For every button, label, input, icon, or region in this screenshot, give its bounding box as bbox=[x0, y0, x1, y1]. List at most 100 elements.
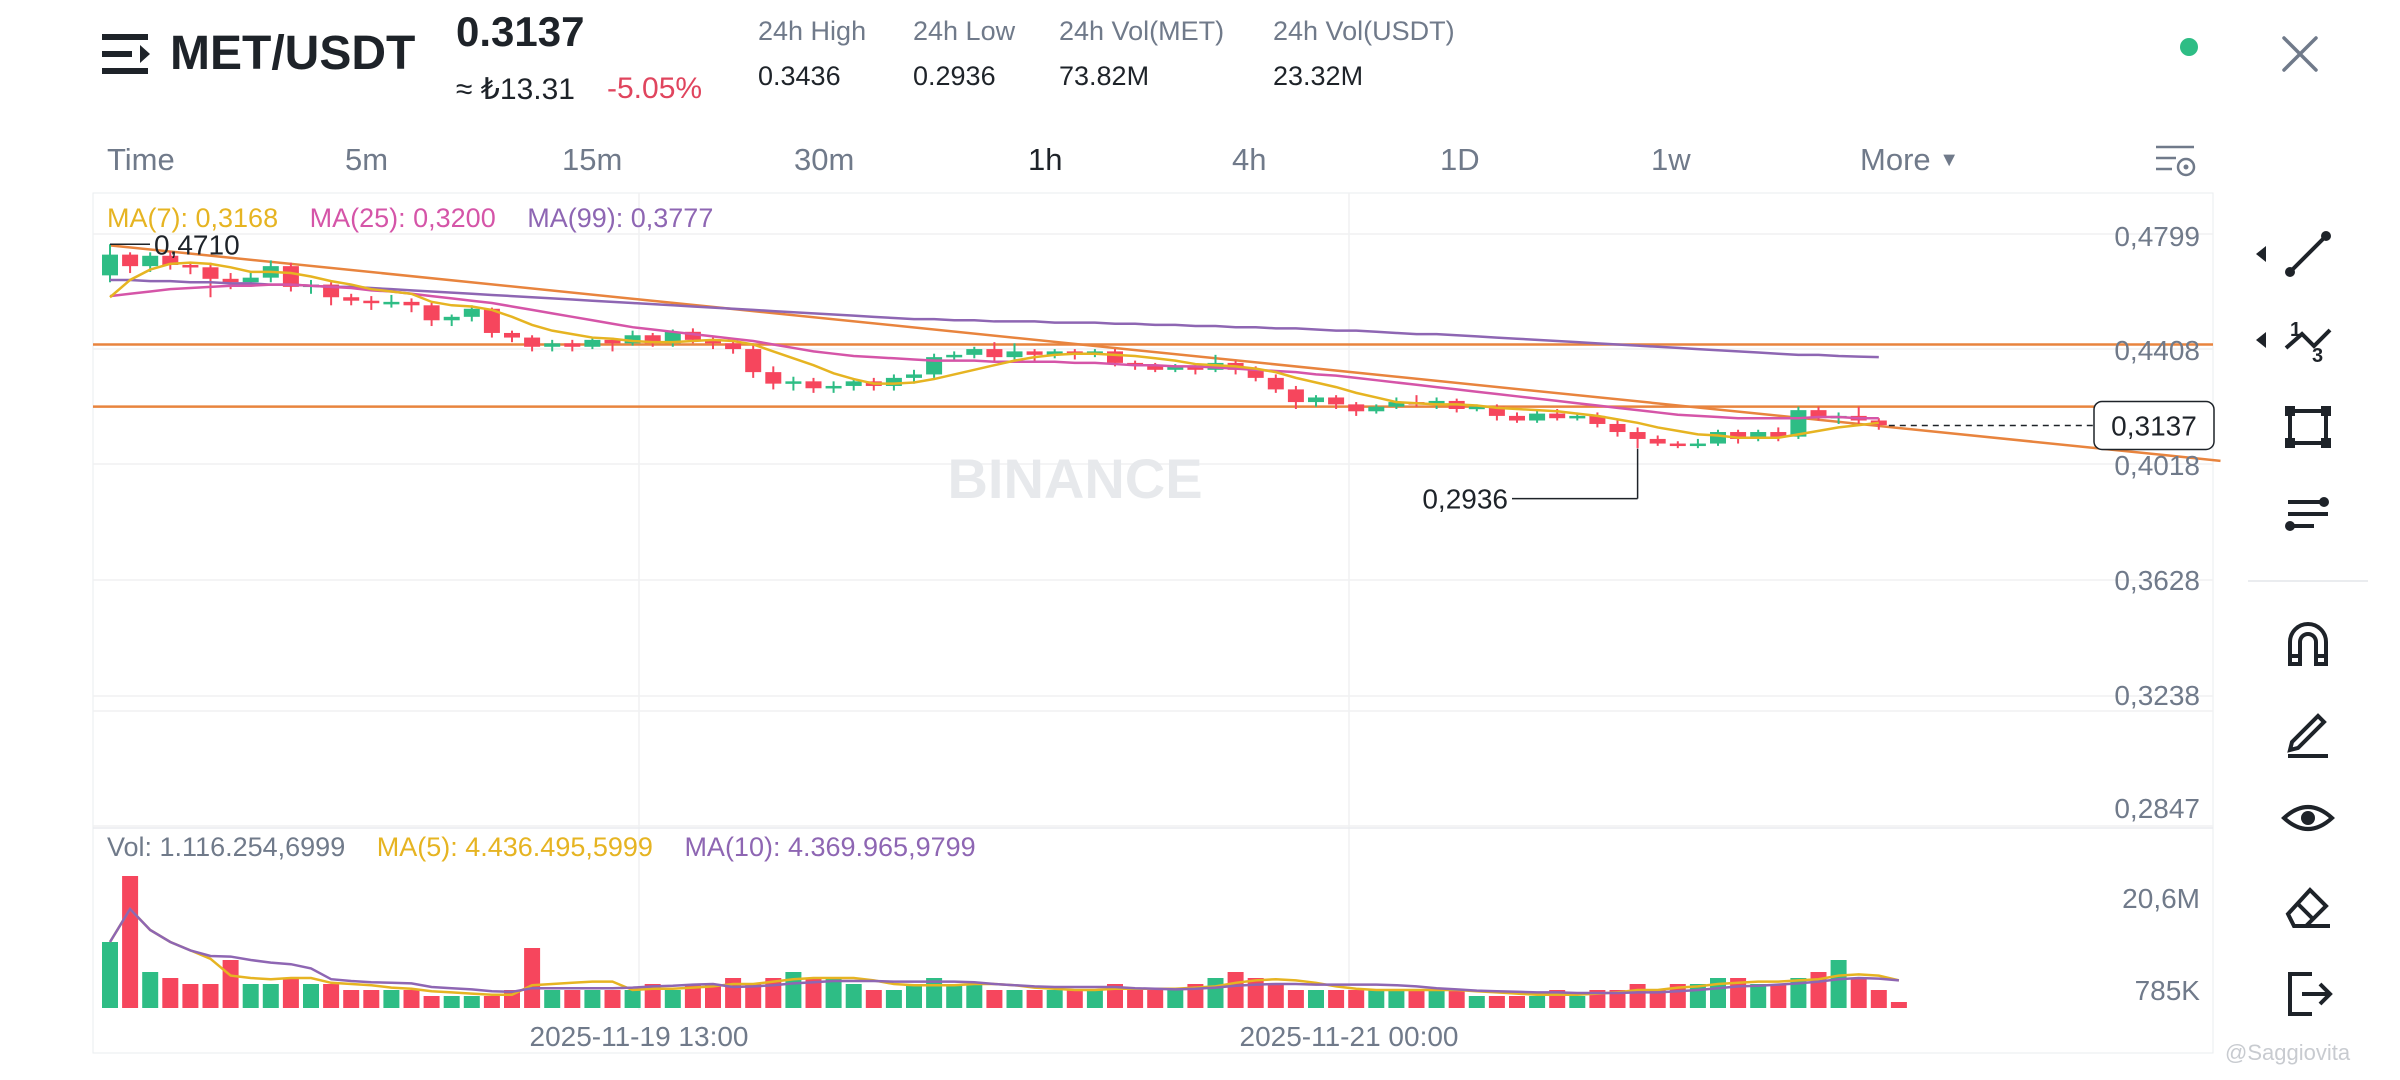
expand-arrow-icon[interactable] bbox=[2254, 330, 2268, 350]
candle-body bbox=[423, 305, 440, 321]
volume-bar bbox=[1267, 984, 1284, 1008]
exit-icon bbox=[2288, 972, 2333, 1016]
tab-time[interactable]: Time bbox=[107, 142, 175, 177]
stat-label: 24h Low bbox=[913, 16, 1016, 46]
volume-bar bbox=[906, 984, 922, 1008]
candle-body bbox=[1107, 351, 1123, 363]
volume-bar bbox=[705, 984, 721, 1008]
volume-bar bbox=[1127, 990, 1144, 1008]
volume-bar bbox=[1830, 960, 1847, 1008]
volume-axis-label: 20,6M bbox=[2122, 883, 2200, 914]
tab-1d[interactable]: 1D bbox=[1440, 142, 1480, 177]
volume-bar bbox=[1509, 996, 1525, 1008]
vol-ma5-legend: MA(5): 4.436.495,5999 bbox=[376, 832, 653, 862]
candle-body bbox=[463, 308, 480, 317]
volume-bar bbox=[323, 984, 340, 1008]
exit-drawing-tool[interactable] bbox=[2276, 962, 2340, 1026]
candle-body bbox=[1328, 397, 1345, 405]
volume-bar bbox=[986, 990, 1003, 1008]
fibonacci-tool[interactable]: 1 3 bbox=[2276, 308, 2340, 372]
current-price-label: 0,3137 bbox=[2111, 410, 2197, 441]
high-marker-label: 0,4710 bbox=[154, 229, 240, 260]
volume-bar bbox=[785, 972, 802, 1008]
volume-bar bbox=[805, 978, 822, 1008]
candle-body bbox=[222, 278, 239, 283]
volume-bar bbox=[1026, 990, 1043, 1008]
candle-body bbox=[1569, 415, 1586, 419]
indicator-tool[interactable] bbox=[2276, 482, 2340, 546]
more-intervals-button[interactable]: More ▼ bbox=[1860, 142, 1959, 178]
volume-bar bbox=[1790, 978, 1807, 1008]
tab-5m[interactable]: 5m bbox=[345, 142, 389, 177]
candle-body bbox=[684, 331, 701, 340]
tab-1w[interactable]: 1w bbox=[1651, 142, 1691, 177]
eraser-tool[interactable] bbox=[2276, 874, 2340, 938]
interval-tabs: Time 5m 15m 30m 1h 4h 1D 1w More ▼ bbox=[0, 136, 2240, 188]
volume-bar bbox=[946, 984, 963, 1008]
volume-bar bbox=[383, 990, 400, 1008]
candle-body bbox=[1308, 397, 1324, 403]
ma-lines bbox=[109, 261, 1879, 440]
close-icon[interactable] bbox=[2278, 32, 2322, 76]
stat-value: 73.82M bbox=[1059, 61, 1150, 91]
fibonacci-icon: 1 3 bbox=[2284, 319, 2332, 367]
trendline-icon bbox=[2285, 231, 2331, 277]
volume-ma10-line bbox=[108, 906, 1900, 995]
tab-15m[interactable]: 15m bbox=[562, 142, 623, 177]
chart-settings-icon[interactable] bbox=[2154, 142, 2198, 180]
expand-arrow-icon[interactable] bbox=[2254, 244, 2268, 264]
candle-body bbox=[282, 266, 299, 287]
candle-body bbox=[443, 316, 460, 321]
eye-icon bbox=[2281, 805, 2335, 831]
tab-4h[interactable]: 4h bbox=[1232, 142, 1267, 177]
candle-body bbox=[1187, 366, 1204, 370]
volume-bar bbox=[966, 984, 983, 1008]
time-axis-label: 2025-11-21 00:00 bbox=[1240, 1021, 1459, 1052]
volume-bar bbox=[202, 984, 219, 1008]
ma25-legend: MA(25): 0,3200 bbox=[309, 203, 496, 233]
volume-bar bbox=[1147, 990, 1164, 1008]
pair-title[interactable]: MET/USDT bbox=[170, 27, 416, 80]
menu-icon[interactable] bbox=[100, 30, 154, 78]
visibility-tool[interactable] bbox=[2276, 786, 2340, 850]
candle-body bbox=[946, 354, 963, 358]
candle-body bbox=[1006, 351, 1023, 358]
stat-24h-vol-usdt: 24h Vol(USDT) 23.32M bbox=[1273, 16, 1455, 92]
sliders-icon bbox=[2285, 497, 2329, 531]
rectangle-tool[interactable] bbox=[2276, 395, 2340, 459]
volume-bar bbox=[1328, 990, 1345, 1008]
volume-bar bbox=[1850, 978, 1867, 1008]
volume-bar bbox=[1488, 996, 1505, 1008]
volume-bar bbox=[1870, 990, 1887, 1008]
horizontal-lines bbox=[93, 244, 2221, 463]
candle-body bbox=[1730, 432, 1747, 439]
ticker-header: MET/USDT 0.3137 ≈ ₺13.31 -5.05% 24h High… bbox=[0, 0, 2400, 135]
tab-30m[interactable]: 30m bbox=[794, 142, 855, 177]
candle-body bbox=[383, 301, 400, 305]
tab-1h[interactable]: 1h bbox=[1028, 142, 1063, 177]
stat-24h-high: 24h High 0.3436 bbox=[758, 16, 866, 92]
candle-body bbox=[1388, 402, 1405, 407]
volume-bar bbox=[1529, 996, 1546, 1008]
binance-watermark: BINANCE bbox=[947, 447, 1202, 510]
magnet-tool[interactable] bbox=[2276, 612, 2340, 676]
trendline-tool[interactable] bbox=[2276, 222, 2340, 286]
candle-body bbox=[1468, 406, 1485, 410]
plot-border bbox=[92, 192, 2214, 1054]
volume-bar bbox=[544, 990, 561, 1008]
volume-bar bbox=[684, 984, 701, 1008]
caret-down-icon: ▼ bbox=[1939, 149, 1960, 171]
volume-bar bbox=[604, 990, 621, 1008]
volume-bar bbox=[664, 990, 681, 1008]
ma99-line bbox=[110, 278, 1879, 359]
candle-body bbox=[1629, 432, 1646, 439]
vol-legend: Vol: 1.116.254,6999 bbox=[107, 832, 346, 862]
ma7-line bbox=[109, 261, 1879, 440]
axis-labels: 0,4799 0,4408 0,4018 0,3628 0,3238 0,2847 20,6… bbox=[110, 221, 2215, 1052]
change-percent: -5.05% bbox=[607, 72, 703, 105]
candle-body bbox=[644, 335, 661, 344]
candle-body bbox=[122, 254, 139, 267]
pencil-tool[interactable] bbox=[2276, 698, 2340, 762]
